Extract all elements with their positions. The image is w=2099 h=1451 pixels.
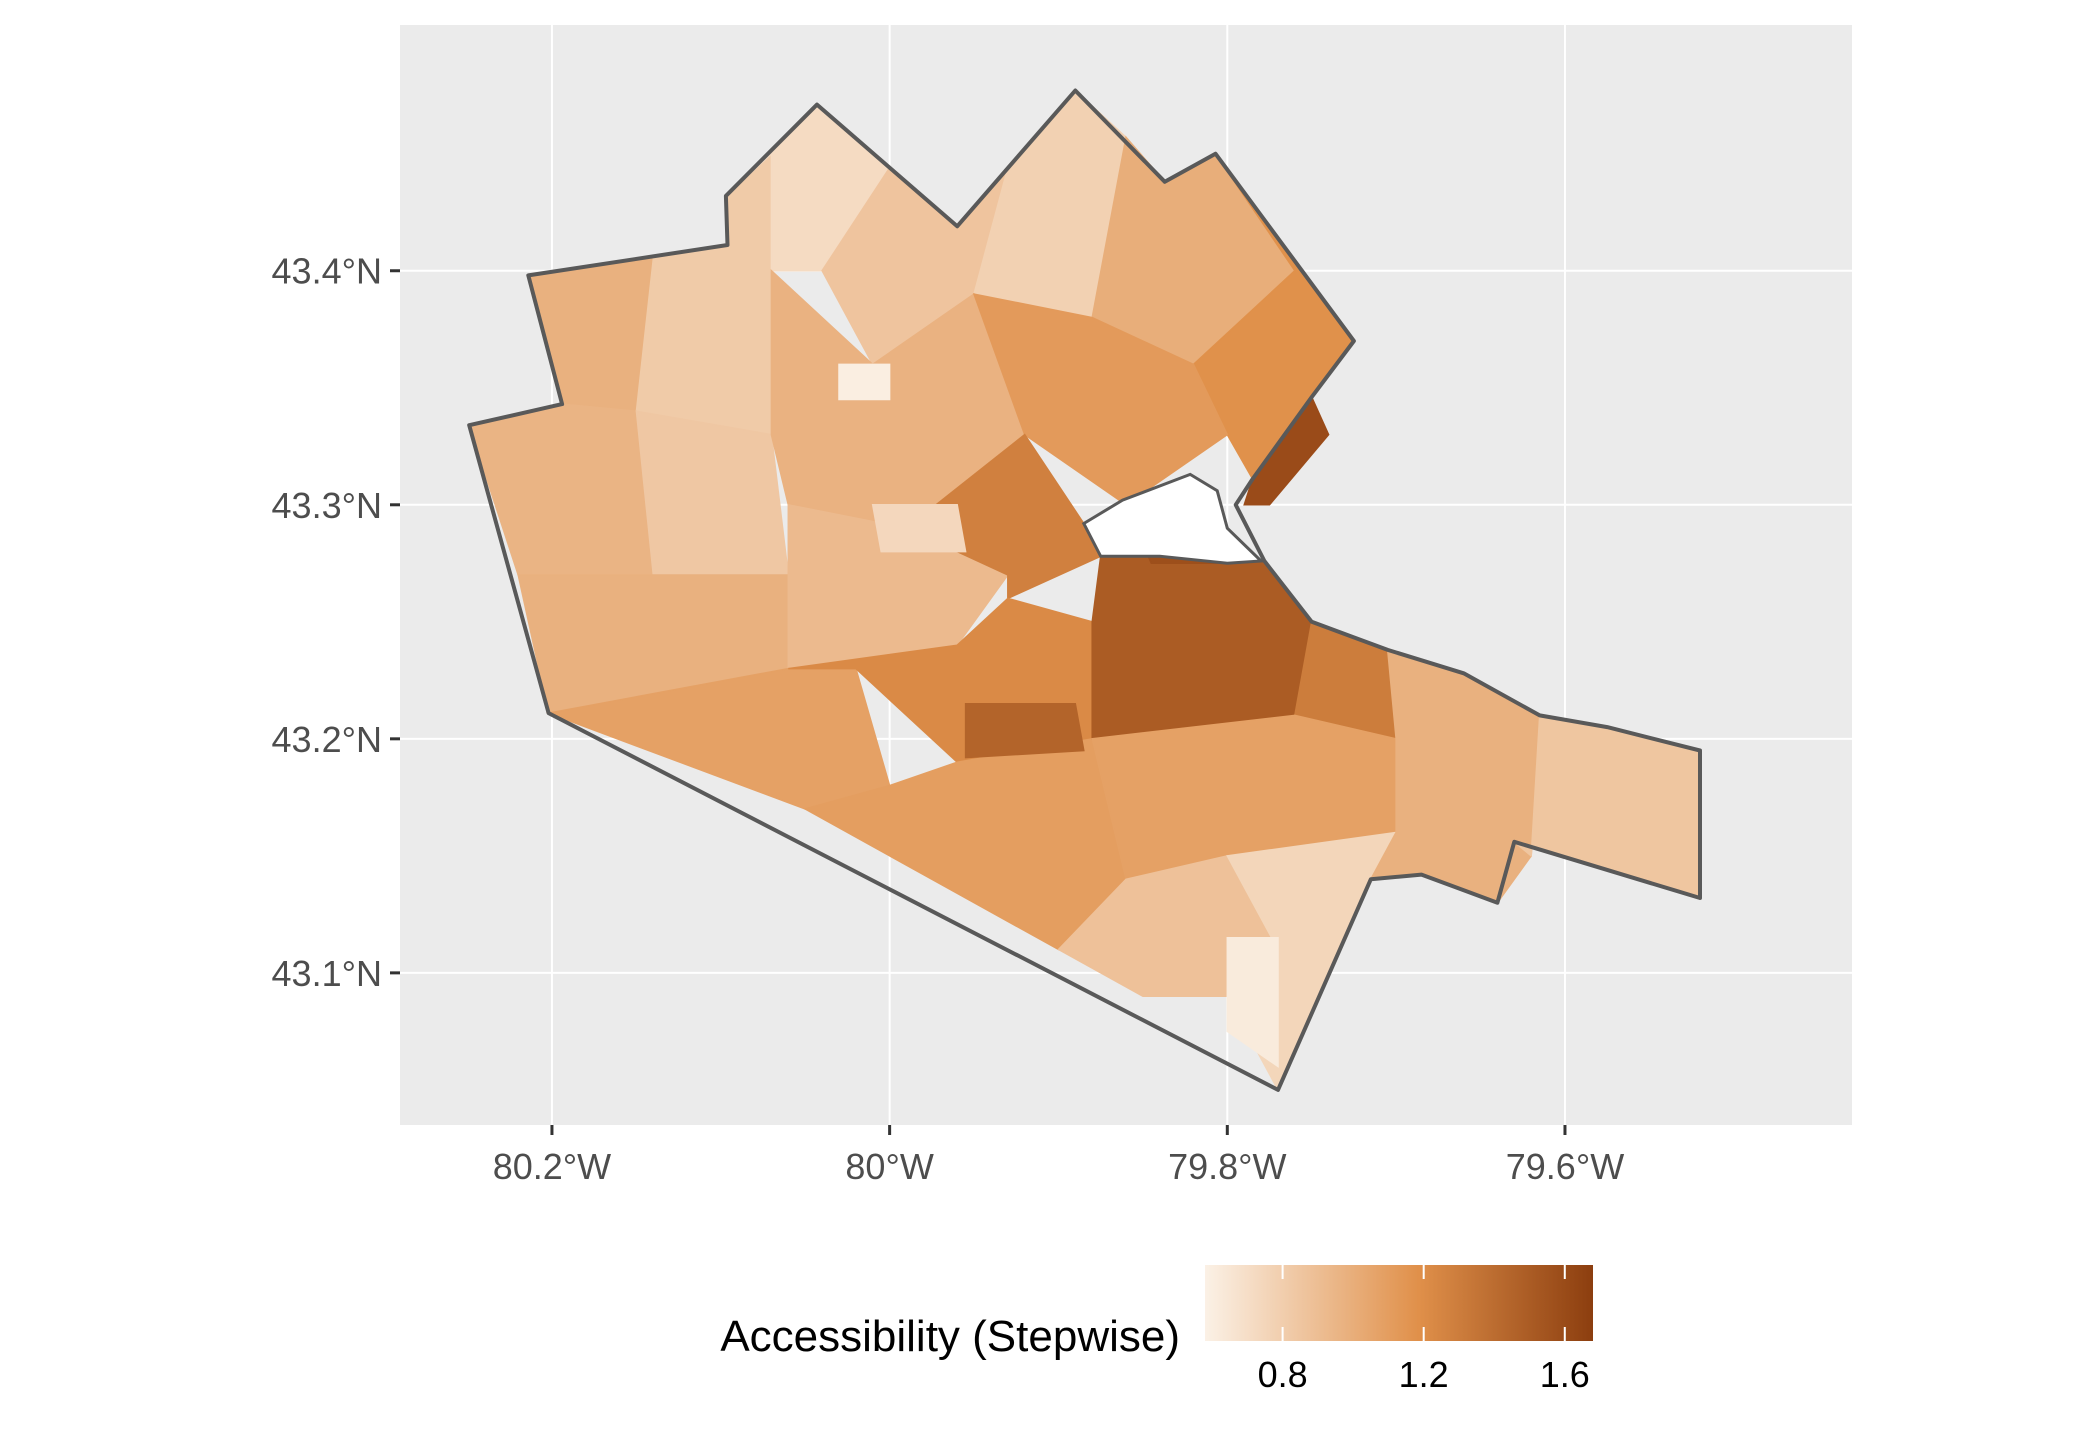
harbour-water — [1081, 472, 1265, 565]
y-tick-label: 43.4°N — [272, 251, 382, 292]
census-tract — [1091, 555, 1313, 740]
census-tract — [635, 410, 790, 576]
legend: Accessibility (Stepwise) 0.8 1.2 1.6 — [720, 1265, 1593, 1395]
x-tick-label: 80.2°W — [493, 1146, 611, 1187]
legend-title: Accessibility (Stepwise) — [720, 1312, 1180, 1361]
choropleth-regions — [468, 89, 1701, 1092]
legend-ticks: 0.8 1.2 1.6 — [1258, 1265, 1590, 1395]
x-axis: 80.2°W 80°W 79.8°W 79.6°W — [493, 1125, 1624, 1187]
y-tick-label: 43.1°N — [272, 953, 382, 994]
x-tick-label: 79.6°W — [1506, 1146, 1624, 1187]
legend-tick-label: 0.8 — [1258, 1354, 1308, 1395]
y-tick-label: 43.2°N — [272, 719, 382, 760]
x-tick-label: 80°W — [845, 1146, 933, 1187]
legend-tick-label: 1.6 — [1540, 1354, 1590, 1395]
y-axis: 43.4°N 43.3°N 43.2°N 43.1°N — [272, 251, 400, 994]
census-tract — [1226, 937, 1279, 1068]
x-tick-label: 79.8°W — [1168, 1146, 1286, 1187]
legend-colorbar — [1205, 1265, 1593, 1341]
city-boundary — [467, 88, 1702, 1092]
census-tract — [964, 702, 1085, 759]
census-tract — [838, 363, 891, 401]
y-tick-label: 43.3°N — [272, 485, 382, 526]
legend-tick-label: 1.2 — [1399, 1354, 1449, 1395]
census-tract — [545, 667, 891, 810]
census-tract — [871, 504, 967, 553]
